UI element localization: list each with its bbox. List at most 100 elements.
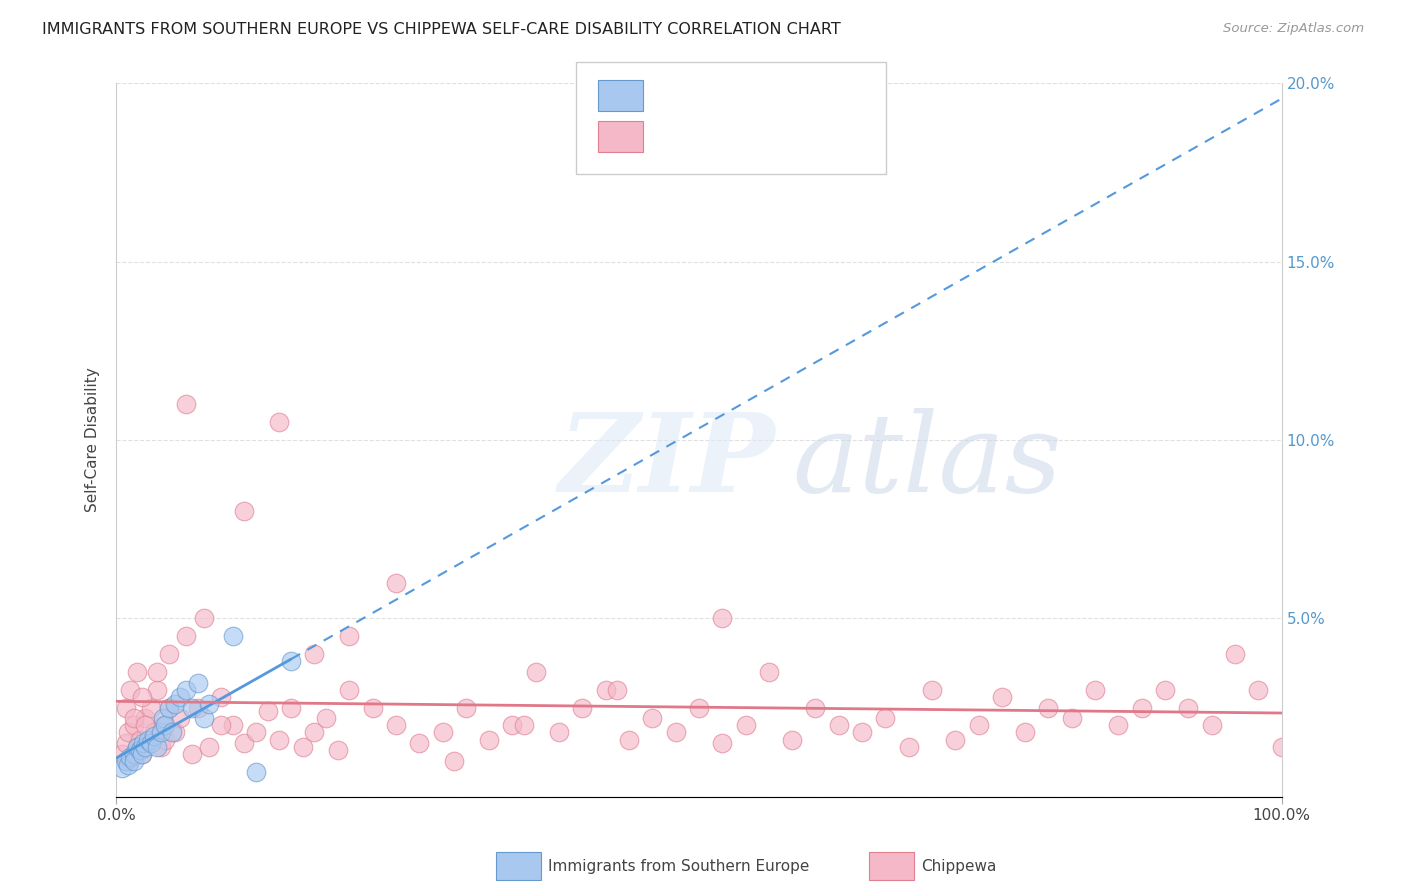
Point — [337, 629, 360, 643]
Point — [711, 736, 734, 750]
Point — [127, 665, 149, 679]
Point — [117, 757, 139, 772]
Point — [111, 761, 134, 775]
Point — [408, 736, 430, 750]
Point — [304, 725, 326, 739]
Point — [157, 700, 180, 714]
Text: ZIP: ZIP — [560, 408, 776, 516]
Point — [734, 718, 756, 732]
Point — [122, 747, 145, 761]
Point — [169, 690, 191, 704]
Point — [897, 739, 920, 754]
Point — [1130, 700, 1153, 714]
Point — [291, 739, 314, 754]
Point — [142, 725, 165, 739]
Point — [688, 700, 710, 714]
Point — [120, 682, 142, 697]
Point — [269, 415, 291, 429]
Point — [209, 718, 232, 732]
Point — [122, 718, 145, 732]
Point — [163, 697, 186, 711]
Point — [181, 747, 204, 761]
Point — [851, 725, 873, 739]
Point — [174, 629, 197, 643]
Point — [1270, 739, 1292, 754]
Point — [571, 700, 593, 714]
Point — [804, 700, 827, 714]
Point — [875, 711, 897, 725]
Point — [120, 750, 142, 764]
Point — [146, 665, 169, 679]
Point — [943, 732, 966, 747]
Point — [122, 711, 145, 725]
Point — [315, 711, 337, 725]
Point — [1201, 718, 1223, 732]
Point — [780, 732, 803, 747]
Point — [141, 700, 163, 714]
Point — [711, 611, 734, 625]
Point — [991, 690, 1014, 704]
Point — [385, 575, 408, 590]
Point — [1038, 700, 1060, 714]
Point — [209, 690, 232, 704]
Point — [169, 711, 191, 725]
Point — [304, 647, 326, 661]
Point — [131, 747, 153, 761]
Point — [967, 718, 990, 732]
Point — [155, 718, 177, 732]
Point — [501, 718, 523, 732]
Point — [122, 754, 145, 768]
Point — [149, 725, 172, 739]
Point — [146, 739, 169, 754]
Text: Chippewa: Chippewa — [921, 859, 997, 873]
Point — [131, 690, 153, 704]
Point — [181, 700, 204, 714]
Point — [157, 700, 180, 714]
Point — [222, 718, 245, 732]
Point — [385, 718, 408, 732]
Text: R = 0.056: R = 0.056 — [654, 128, 744, 145]
Point — [152, 711, 174, 725]
Point — [187, 675, 209, 690]
Point — [134, 739, 156, 754]
Text: R = 0.524: R = 0.524 — [654, 87, 744, 104]
Point — [114, 700, 136, 714]
Point — [1107, 718, 1129, 732]
Point — [146, 682, 169, 697]
Point — [1084, 682, 1107, 697]
Point — [127, 739, 149, 754]
Point — [1177, 700, 1199, 714]
Y-axis label: Self-Care Disability: Self-Care Disability — [86, 368, 100, 512]
Point — [665, 725, 688, 739]
Point — [548, 725, 571, 739]
Point — [269, 732, 291, 747]
Point — [1223, 647, 1246, 661]
Point — [337, 682, 360, 697]
Point — [478, 732, 501, 747]
Point — [131, 747, 153, 761]
Point — [157, 647, 180, 661]
Point — [828, 718, 851, 732]
Point — [111, 747, 134, 761]
Text: Source: ZipAtlas.com: Source: ZipAtlas.com — [1223, 22, 1364, 36]
Point — [127, 739, 149, 754]
Point — [233, 736, 256, 750]
Point — [142, 729, 165, 743]
Point — [1060, 711, 1083, 725]
Point — [280, 700, 302, 714]
Point — [233, 504, 256, 518]
Text: N = 95: N = 95 — [763, 128, 827, 145]
Point — [513, 718, 536, 732]
Point — [198, 697, 221, 711]
Point — [641, 711, 664, 725]
Text: atlas: atlas — [792, 408, 1062, 516]
Point — [132, 736, 155, 750]
Point — [187, 700, 209, 714]
Point — [280, 654, 302, 668]
Point — [134, 711, 156, 725]
Point — [524, 665, 547, 679]
Point — [193, 711, 215, 725]
Point — [617, 732, 640, 747]
Point — [606, 682, 628, 697]
Point — [443, 754, 465, 768]
